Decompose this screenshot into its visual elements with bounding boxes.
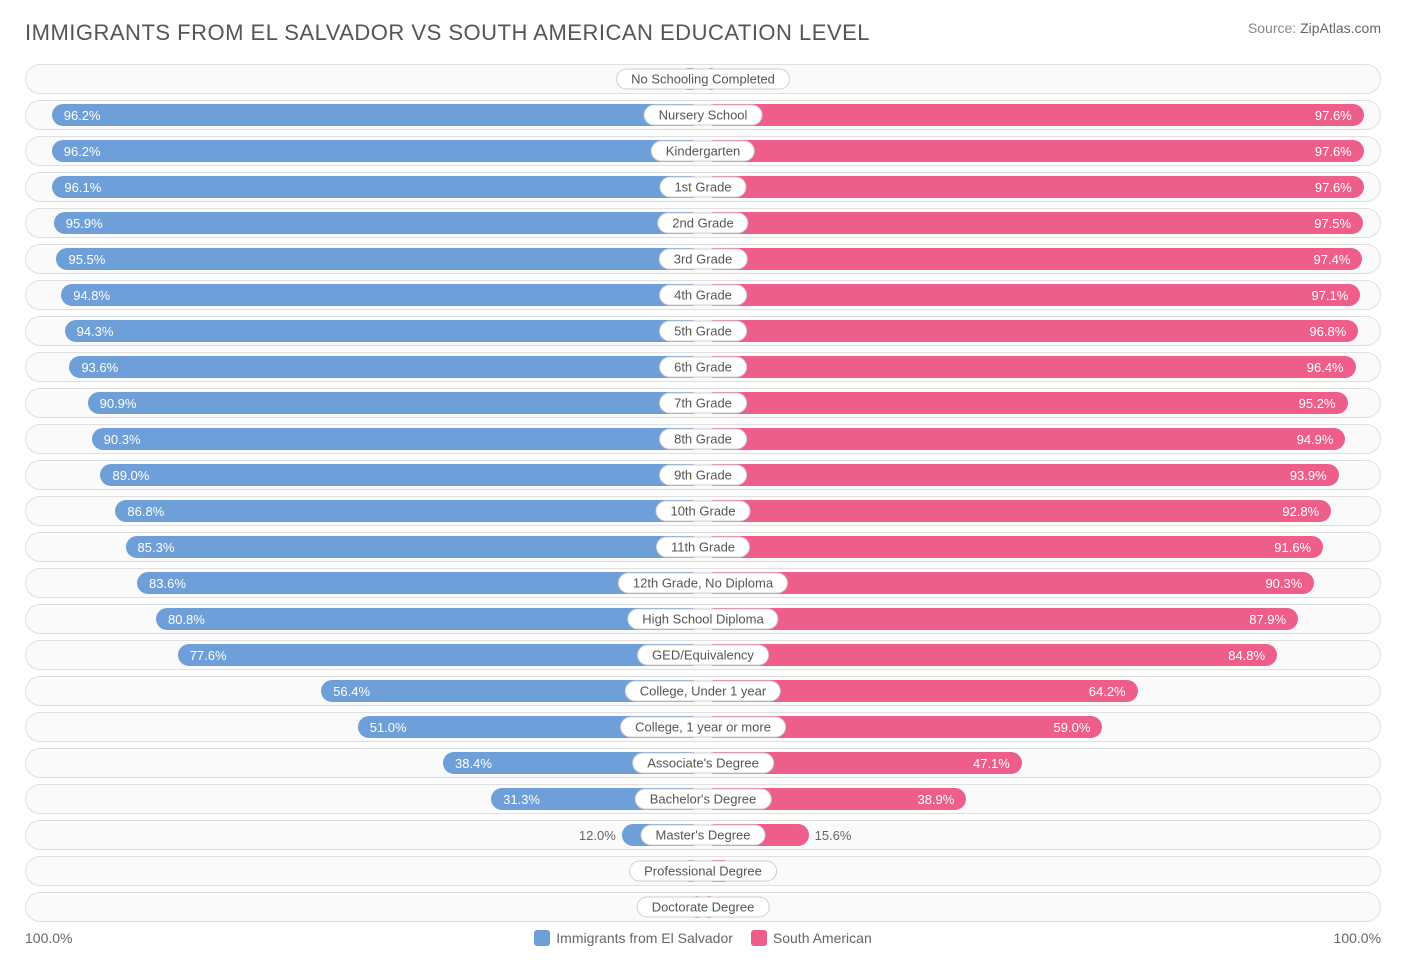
- category-label: Nursery School: [644, 105, 763, 126]
- bar-left: 86.8%: [115, 500, 703, 522]
- chart-row: 89.0%93.9%9th Grade: [25, 460, 1381, 490]
- chart-row: 96.2%97.6%Kindergarten: [25, 136, 1381, 166]
- bar-right: 97.6%: [703, 140, 1364, 162]
- legend-label-right: South American: [773, 930, 872, 946]
- chart-row: 90.9%95.2%7th Grade: [25, 388, 1381, 418]
- legend-item-right: South American: [751, 930, 872, 946]
- bar-left: 96.2%: [52, 104, 703, 126]
- chart-row: 56.4%64.2%College, Under 1 year: [25, 676, 1381, 706]
- chart-row: 3.9%2.4%No Schooling Completed: [25, 64, 1381, 94]
- bar-left: 96.1%: [52, 176, 703, 198]
- bar-left: 90.3%: [92, 428, 703, 450]
- category-label: 11th Grade: [656, 537, 750, 558]
- category-label: Doctorate Degree: [637, 897, 770, 918]
- value-left: 12.0%: [542, 821, 622, 849]
- chart-row: 85.3%91.6%11th Grade: [25, 532, 1381, 562]
- bar-right: 97.4%: [703, 248, 1362, 270]
- category-label: Kindergarten: [651, 141, 755, 162]
- chart-row: 96.1%97.6%1st Grade: [25, 172, 1381, 202]
- category-label: High School Diploma: [627, 609, 778, 630]
- bar-right: 97.6%: [703, 104, 1364, 126]
- chart-row: 83.6%90.3%12th Grade, No Diploma: [25, 568, 1381, 598]
- bar-right: 90.3%: [703, 572, 1314, 594]
- chart-row: 31.3%38.9%Bachelor's Degree: [25, 784, 1381, 814]
- bar-left: 96.2%: [52, 140, 703, 162]
- chart-title: IMMIGRANTS FROM EL SALVADOR VS SOUTH AME…: [25, 20, 870, 46]
- chart-row: 93.6%96.4%6th Grade: [25, 352, 1381, 382]
- chart-row: 38.4%47.1%Associate's Degree: [25, 748, 1381, 778]
- legend-swatch-right: [751, 930, 767, 946]
- category-label: 12th Grade, No Diploma: [618, 573, 788, 594]
- bar-right: 96.8%: [703, 320, 1358, 342]
- category-label: College, Under 1 year: [625, 681, 781, 702]
- bar-left: 94.8%: [61, 284, 703, 306]
- bar-right: 84.8%: [703, 644, 1277, 666]
- category-label: No Schooling Completed: [616, 69, 790, 90]
- chart-row: 90.3%94.9%8th Grade: [25, 424, 1381, 454]
- category-label: 9th Grade: [659, 465, 747, 486]
- chart-row: 95.9%97.5%2nd Grade: [25, 208, 1381, 238]
- chart-row: 86.8%92.8%10th Grade: [25, 496, 1381, 526]
- category-label: GED/Equivalency: [637, 645, 769, 666]
- chart-row: 94.3%96.8%5th Grade: [25, 316, 1381, 346]
- category-label: 2nd Grade: [657, 213, 748, 234]
- chart-row: 3.5%4.7%Professional Degree: [25, 856, 1381, 886]
- category-label: 4th Grade: [659, 285, 747, 306]
- chart-row: 95.5%97.4%3rd Grade: [25, 244, 1381, 274]
- bar-right: 94.9%: [703, 428, 1345, 450]
- chart-row: 96.2%97.6%Nursery School: [25, 100, 1381, 130]
- source-attribution: Source: ZipAtlas.com: [1248, 20, 1381, 36]
- category-label: Bachelor's Degree: [635, 789, 772, 810]
- legend: Immigrants from El Salvador South Americ…: [534, 930, 871, 946]
- category-label: 6th Grade: [659, 357, 747, 378]
- bar-right: 91.6%: [703, 536, 1323, 558]
- category-label: Associate's Degree: [632, 753, 774, 774]
- bar-right: 87.9%: [703, 608, 1298, 630]
- category-label: Master's Degree: [641, 825, 766, 846]
- bar-right: 93.9%: [703, 464, 1339, 486]
- chart-row: 51.0%59.0%College, 1 year or more: [25, 712, 1381, 742]
- bar-left: 89.0%: [100, 464, 703, 486]
- category-label: 1st Grade: [659, 177, 746, 198]
- bar-left: 94.3%: [65, 320, 703, 342]
- diverging-bar-chart: 3.9%2.4%No Schooling Completed96.2%97.6%…: [25, 64, 1381, 922]
- category-label: 5th Grade: [659, 321, 747, 342]
- legend-swatch-left: [534, 930, 550, 946]
- axis-max-left: 100.0%: [25, 930, 534, 946]
- value-right: 15.6%: [809, 821, 889, 849]
- source-value: ZipAtlas.com: [1300, 20, 1381, 36]
- category-label: 10th Grade: [655, 501, 750, 522]
- chart-footer: 100.0% Immigrants from El Salvador South…: [25, 930, 1381, 946]
- category-label: Professional Degree: [629, 861, 777, 882]
- chart-row: 77.6%84.8%GED/Equivalency: [25, 640, 1381, 670]
- bar-right: 95.2%: [703, 392, 1348, 414]
- bar-left: 85.3%: [126, 536, 703, 558]
- bar-left: 80.8%: [156, 608, 703, 630]
- chart-header: IMMIGRANTS FROM EL SALVADOR VS SOUTH AME…: [25, 20, 1381, 46]
- chart-row: 1.4%1.8%Doctorate Degree: [25, 892, 1381, 922]
- bar-left: 95.9%: [54, 212, 703, 234]
- legend-label-left: Immigrants from El Salvador: [556, 930, 733, 946]
- bar-left: 90.9%: [88, 392, 703, 414]
- bar-right: 97.6%: [703, 176, 1364, 198]
- category-label: 8th Grade: [659, 429, 747, 450]
- source-label: Source:: [1248, 20, 1296, 36]
- bar-left: 77.6%: [178, 644, 703, 666]
- chart-row: 94.8%97.1%4th Grade: [25, 280, 1381, 310]
- chart-row: 80.8%87.9%High School Diploma: [25, 604, 1381, 634]
- category-label: College, 1 year or more: [620, 717, 786, 738]
- bar-right: 96.4%: [703, 356, 1356, 378]
- chart-row: 12.0% 15.6% Master's Degree: [25, 820, 1381, 850]
- bar-right: 97.1%: [703, 284, 1360, 306]
- axis-max-right: 100.0%: [872, 930, 1381, 946]
- category-label: 3rd Grade: [659, 249, 748, 270]
- category-label: 7th Grade: [659, 393, 747, 414]
- bar-left: 93.6%: [69, 356, 703, 378]
- bar-right: 92.8%: [703, 500, 1331, 522]
- bar-left: 95.5%: [56, 248, 703, 270]
- legend-item-left: Immigrants from El Salvador: [534, 930, 733, 946]
- bar-right: 97.5%: [703, 212, 1363, 234]
